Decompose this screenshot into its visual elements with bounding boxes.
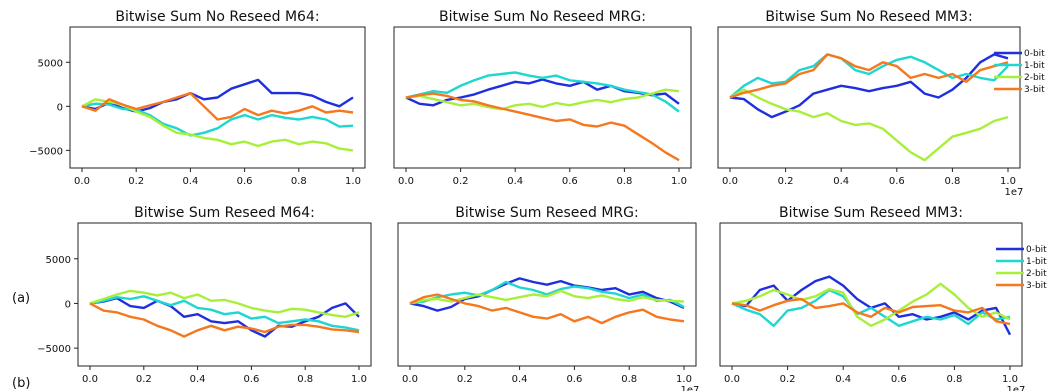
x-tick-label: 0.0: [398, 176, 414, 187]
series-line-0-bit: [89, 296, 360, 338]
x-tick-label: 0.4: [182, 176, 198, 187]
y-tick-label: 0: [57, 102, 63, 113]
x-tick-label: 0.6: [889, 176, 905, 187]
legend-label: 2-bit: [1024, 73, 1045, 83]
series-line-2-bit: [89, 289, 360, 318]
x-tick-label: 1.0: [1000, 176, 1016, 187]
legend-label: 1-bit: [1026, 257, 1047, 267]
series-line-3-bit: [731, 297, 1011, 326]
x-tick-label: 0.0: [82, 374, 98, 385]
x-tick-label: 0.6: [237, 176, 253, 187]
x-tick-label: 0.8: [616, 176, 632, 187]
x-tick-label: 0.2: [136, 374, 152, 385]
chart-title: Bitwise Sum No Reseed MRG:: [439, 9, 646, 25]
series-line-1-bit: [409, 280, 685, 309]
series-line-2-bit: [405, 88, 680, 111]
x-offset-label: 1e7: [1007, 385, 1026, 391]
x-tick-label: 1.0: [345, 176, 361, 187]
legend-label: 2-bit: [1026, 269, 1047, 279]
x-tick-label: 0.2: [128, 176, 144, 187]
chart-title: Bitwise Sum No Reseed MM3:: [765, 9, 972, 25]
x-tick-label: 0.6: [243, 374, 259, 385]
series-line-1-bit: [729, 53, 1009, 99]
y-tick-label: −5000: [29, 146, 63, 157]
x-tick-label: 1.0: [1002, 374, 1018, 385]
x-tick-label: 0.0: [724, 374, 740, 385]
series-line-3-bit: [81, 91, 354, 121]
x-tick-label: 0.0: [722, 176, 738, 187]
x-tick-label: 0.4: [190, 374, 206, 385]
chart-title: Bitwise Sum Reseed MM3:: [779, 205, 963, 221]
chart-title: Bitwise Sum No Reseed M64:: [115, 9, 319, 25]
x-offset-label: 1e7: [681, 385, 700, 391]
x-tick-label: 0.6: [566, 374, 582, 385]
series-line-3-bit: [729, 53, 1009, 99]
x-tick-label: 0.6: [562, 176, 578, 187]
x-tick-label: 0.6: [891, 374, 907, 385]
x-tick-label: 0.8: [946, 374, 962, 385]
x-tick-label: 0.2: [778, 176, 794, 187]
x-tick-label: 0.0: [402, 374, 418, 385]
chart-title: Bitwise Sum Reseed MRG:: [455, 205, 638, 221]
series-line-3-bit: [409, 293, 685, 325]
series-line-0-bit: [409, 277, 685, 312]
x-tick-label: 0.2: [457, 374, 473, 385]
chart-panel-5: Bitwise Sum Reseed MRG: 0.0 0.2 0.4 0.6 0.8 1.…: [397, 205, 700, 391]
series-line-1-bit: [731, 288, 1011, 327]
series-line-1-bit: [89, 295, 360, 332]
x-tick-label: 0.4: [835, 374, 851, 385]
row-label-b: (b): [12, 376, 30, 391]
x-tick-label: 0.8: [297, 374, 313, 385]
legend-label: 3-bit: [1026, 281, 1047, 291]
axes-frame: [719, 222, 1023, 367]
x-tick-label: 0.2: [780, 374, 796, 385]
legend-label: 0-bit: [1026, 245, 1047, 255]
row-label-a: (a): [12, 291, 30, 306]
series-line-3-bit: [89, 302, 360, 338]
axes-frame: [69, 26, 366, 169]
x-tick-label: 0.2: [453, 176, 469, 187]
series-line-3-bit: [405, 92, 680, 162]
series-line-2-bit: [729, 88, 1009, 162]
series-line-1-bit: [405, 71, 680, 113]
x-offset-label: 1e7: [1005, 187, 1024, 198]
series-line-0-bit: [729, 53, 1009, 119]
x-tick-label: 0.8: [621, 374, 637, 385]
x-tick-label: 0.0: [74, 176, 90, 187]
axes-frame: [397, 222, 697, 367]
x-tick-label: 0.4: [512, 374, 528, 385]
chart-panel-2: Bitwise Sum No Reseed MRG: 0.0 0.2 0.4 0.6 0.…: [393, 9, 692, 187]
chart-panel-3: Bitwise Sum No Reseed MM3: 0.0 0.2 0.4 0.6 0.…: [717, 9, 1045, 198]
y-tick-label: 0: [65, 299, 71, 310]
chart-panel-6: Bitwise Sum Reseed MM3: 0.0 0.2 0.4 0.6 0.8 1.…: [719, 205, 1047, 391]
x-tick-label: 0.4: [833, 176, 849, 187]
axes-frame: [393, 26, 692, 169]
axes-frame: [717, 26, 1021, 169]
x-tick-label: 0.8: [944, 176, 960, 187]
x-tick-label: 1.0: [351, 374, 367, 385]
y-tick-label: 5000: [46, 255, 71, 266]
panels: Bitwise Sum No Reseed M64: 5000 0 −5000 0.0 0…: [29, 9, 1047, 391]
y-tick-label: −5000: [37, 344, 71, 355]
legend-label: 0-bit: [1024, 49, 1045, 59]
x-tick-label: 0.8: [291, 176, 307, 187]
chart-panel-1: Bitwise Sum No Reseed M64: 5000 0 −5000 0.0 0…: [29, 9, 366, 187]
y-tick-label: 5000: [38, 58, 63, 69]
x-tick-label: 1.0: [676, 374, 692, 385]
legend-label: 1-bit: [1024, 61, 1045, 71]
series-line-2-bit: [731, 282, 1011, 327]
legend-label: 3-bit: [1024, 85, 1045, 95]
chart-panel-4: Bitwise Sum Reseed M64: 5000 0 −5000 0.0 0.2 0…: [37, 205, 372, 385]
axes-frame: [77, 222, 372, 367]
x-tick-label: 0.4: [507, 176, 523, 187]
chart-title: Bitwise Sum Reseed M64:: [134, 205, 315, 221]
x-tick-label: 1.0: [671, 176, 687, 187]
series-line-1-bit: [81, 102, 354, 137]
